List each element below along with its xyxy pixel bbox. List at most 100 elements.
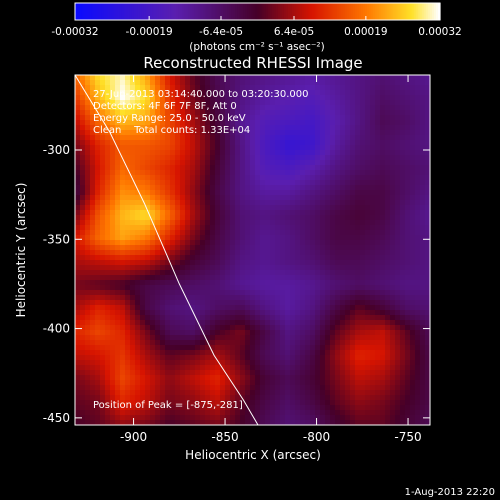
heatmap-cell (285, 100, 291, 106)
heatmap-cell (270, 405, 276, 411)
heatmap-cell (330, 260, 336, 266)
heatmap-cell (280, 155, 286, 161)
heatmap-cell (300, 255, 306, 261)
heatmap-cell (310, 145, 316, 151)
heatmap-cell (105, 200, 111, 206)
heatmap-cell (340, 75, 346, 81)
heatmap-cell (310, 85, 316, 91)
heatmap-cell (305, 205, 311, 211)
heatmap-cell (210, 310, 216, 316)
colorbar-strip (184, 3, 188, 20)
heatmap-cell (425, 115, 430, 121)
heatmap-cell (140, 390, 146, 396)
heatmap-cell (345, 200, 351, 206)
heatmap-cell (130, 255, 136, 261)
heatmap-cell (225, 135, 231, 141)
heatmap-cell (220, 160, 226, 166)
heatmap-cell (330, 335, 336, 341)
heatmap-cell (165, 245, 171, 251)
heatmap-cell (130, 130, 136, 136)
heatmap-cell (365, 75, 371, 81)
heatmap-cell (175, 335, 181, 341)
heatmap-cell (390, 285, 396, 291)
heatmap-cell (365, 400, 371, 406)
heatmap-cell (245, 250, 251, 256)
heatmap-cell (130, 145, 136, 151)
heatmap-cell (240, 270, 246, 276)
heatmap-cell (150, 330, 156, 336)
heatmap-cell (210, 320, 216, 326)
heatmap-cell (195, 265, 201, 271)
heatmap-cell (190, 395, 196, 401)
heatmap-cell (300, 365, 306, 371)
heatmap-cell (420, 125, 426, 131)
heatmap-cell (425, 345, 430, 351)
heatmap-cell (405, 250, 411, 256)
heatmap-cell (200, 345, 206, 351)
heatmap-cell (345, 105, 351, 111)
heatmap-cell (240, 330, 246, 336)
heatmap-cell (315, 100, 321, 106)
heatmap-cell (285, 235, 291, 241)
heatmap-cell (210, 285, 216, 291)
heatmap-cell (95, 280, 101, 286)
colorbar-strip (328, 3, 332, 20)
heatmap-cell (405, 345, 411, 351)
heatmap-cell (405, 240, 411, 246)
heatmap-cell (110, 290, 116, 296)
heatmap-cell (295, 330, 301, 336)
heatmap-cell (135, 245, 141, 251)
heatmap-cell (130, 295, 136, 301)
heatmap-cell (180, 230, 186, 236)
heatmap-cell (150, 255, 156, 261)
heatmap-cell (385, 400, 391, 406)
heatmap-cell (275, 210, 281, 216)
heatmap-cell (225, 80, 231, 86)
heatmap-cell (100, 310, 106, 316)
heatmap-cell (350, 340, 356, 346)
heatmap-cell (115, 250, 121, 256)
heatmap-cell (270, 135, 276, 141)
heatmap-cell (220, 290, 226, 296)
heatmap-cell (405, 145, 411, 151)
heatmap-cell (105, 280, 111, 286)
heatmap-cell (170, 380, 176, 386)
heatmap-cell (375, 365, 381, 371)
colorbar-strip (421, 3, 425, 20)
heatmap-cell (220, 245, 226, 251)
heatmap-cell (270, 305, 276, 311)
heatmap-cell (185, 185, 191, 191)
heatmap-cell (260, 85, 266, 91)
heatmap-cell (420, 100, 426, 106)
heatmap-cell (130, 80, 136, 86)
heatmap-cell (305, 140, 311, 146)
heatmap-cell (370, 370, 376, 376)
heatmap-cell (395, 115, 401, 121)
colorbar-strip (379, 3, 382, 20)
heatmap-cell (250, 360, 256, 366)
heatmap-cell (170, 255, 176, 261)
colorbar-strip (206, 3, 210, 20)
heatmap-cell (245, 365, 251, 371)
heatmap-cell (415, 190, 421, 196)
heatmap-cell (195, 350, 201, 356)
heatmap-cell (305, 310, 311, 316)
heatmap-cell (310, 320, 316, 326)
heatmap-cell (260, 305, 266, 311)
heatmap-cell (325, 165, 331, 171)
heatmap-cell (260, 145, 266, 151)
heatmap-cell (240, 245, 246, 251)
heatmap-cell (135, 410, 141, 416)
heatmap-cell (170, 220, 176, 226)
heatmap-cell (95, 225, 101, 231)
colorbar: -0.00032 -0.00019 -6.4e-05 6.4e-05 0.00019 0.… (51, 2, 462, 53)
heatmap-cell (215, 275, 221, 281)
heatmap-cell (240, 155, 246, 161)
heatmap-cell (375, 130, 381, 136)
heatmap-cell (120, 265, 126, 271)
heatmap-cell (375, 225, 381, 231)
heatmap-cell (110, 95, 116, 101)
heatmap-cell (225, 225, 231, 231)
heatmap-cell (280, 285, 286, 291)
heatmap-cell (125, 250, 131, 256)
